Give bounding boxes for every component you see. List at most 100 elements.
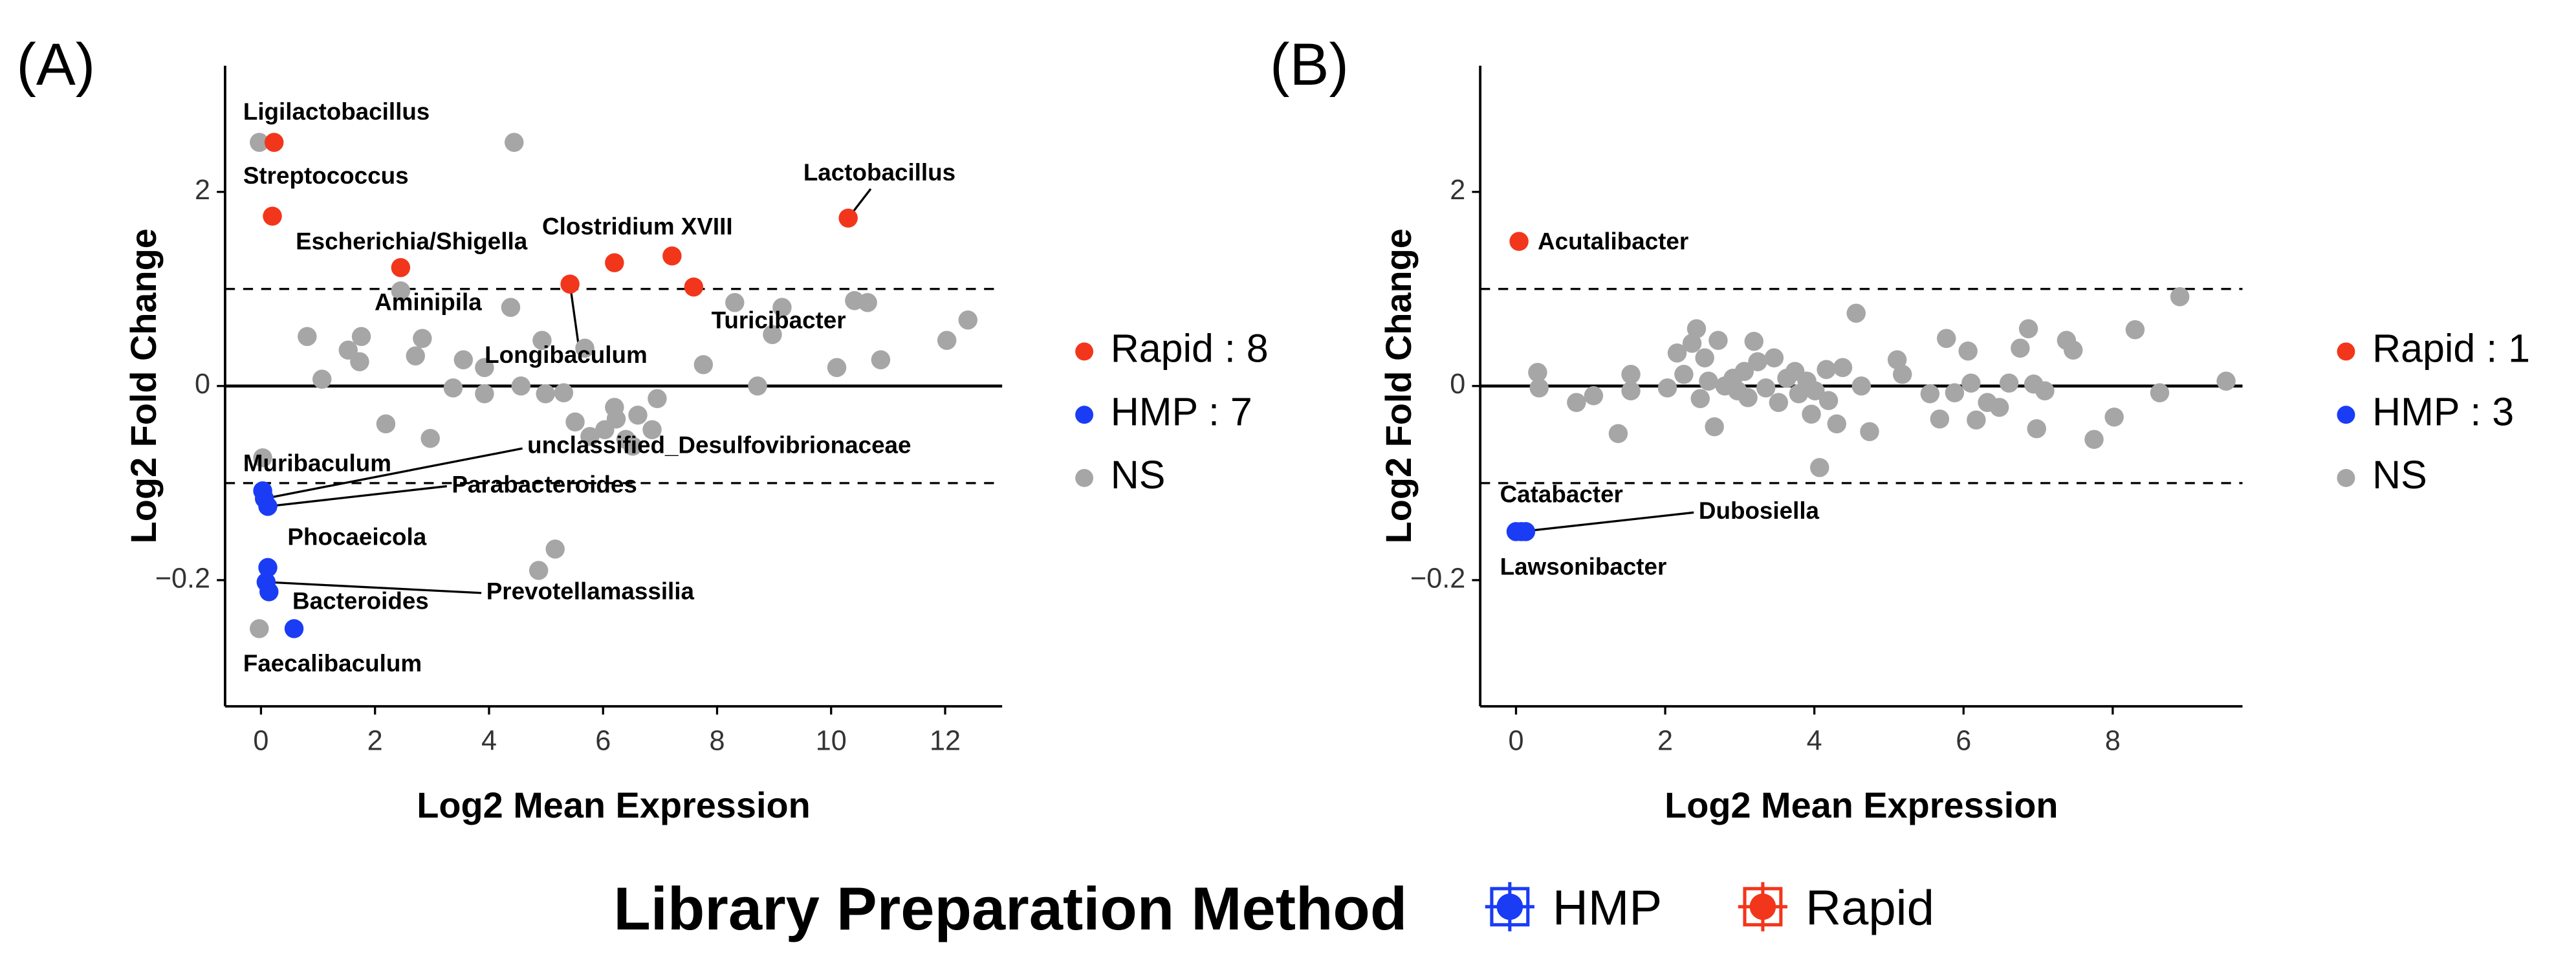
data-point — [475, 358, 494, 377]
leader-line — [267, 485, 447, 508]
legend-key-dot — [1496, 893, 1523, 920]
x-tick-label: 2 — [1657, 725, 1673, 756]
data-point — [628, 406, 648, 425]
data-point — [1674, 365, 1694, 384]
data-point — [420, 429, 440, 448]
bottom-legend: Library Preparation Method HMP Rapid — [613, 875, 1934, 942]
data-point — [259, 582, 279, 602]
data-point — [258, 558, 278, 578]
data-point — [338, 340, 358, 360]
legend-marker — [1075, 406, 1094, 424]
x-tick-label: 0 — [1508, 725, 1523, 756]
data-point — [1756, 378, 1776, 398]
data-point — [1695, 348, 1714, 367]
panel-label: (B) — [1270, 32, 1349, 98]
data-point — [1967, 410, 1986, 430]
data-point — [2018, 319, 2038, 338]
y-tick-label: 0 — [1450, 369, 1465, 400]
data-point — [1887, 350, 1907, 369]
data-point — [284, 619, 304, 638]
x-tick-label: 6 — [1956, 725, 1971, 756]
point-label: Clostridium XVIII — [542, 213, 733, 240]
data-point — [1810, 458, 1829, 477]
data-point — [693, 355, 714, 375]
data-point — [1621, 365, 1641, 384]
point-label: Lawsonibacter — [1500, 553, 1667, 580]
data-point — [1989, 398, 2009, 417]
data-point — [1748, 352, 1767, 371]
leader-line — [569, 283, 580, 343]
data-point — [1860, 422, 1879, 442]
data-point — [1999, 373, 2019, 393]
panel: (B) 2 0 −0.2 0 2 4 6 8 Log2 Mean Expression Log2 F… — [1270, 32, 2530, 825]
data-point — [1846, 303, 1866, 323]
data-point — [1833, 358, 1853, 377]
data-point — [958, 310, 977, 330]
data-point — [453, 350, 474, 369]
data-point — [511, 376, 531, 396]
x-tick-label: 2 — [367, 725, 383, 756]
data-point — [1686, 319, 1707, 338]
data-point — [2216, 371, 2236, 391]
data-point — [684, 277, 704, 297]
data-point — [1937, 329, 1956, 348]
data-point — [2150, 383, 2170, 403]
data-point — [1738, 388, 1758, 407]
legend-marker — [2337, 342, 2355, 361]
leader-line — [264, 447, 523, 500]
data-point — [580, 427, 600, 446]
data-point — [263, 206, 282, 226]
data-point — [2027, 419, 2046, 439]
data-point — [391, 257, 411, 277]
data-point — [827, 358, 847, 377]
data-point — [250, 133, 269, 152]
x-tick-label: 4 — [481, 725, 497, 756]
data-point — [1958, 342, 1978, 361]
data-point — [838, 208, 858, 228]
y-axis-title: Log2 Fold Change — [123, 228, 164, 543]
data-point — [1818, 391, 1839, 411]
data-point — [264, 133, 284, 152]
data-point — [1851, 376, 1872, 396]
data-point — [2035, 381, 2055, 401]
data-point — [1528, 363, 1547, 382]
y-axis-title: Log2 Fold Change — [1378, 228, 1419, 543]
y-tick-label: 0 — [195, 369, 210, 400]
leader-line — [1521, 511, 1694, 533]
legend-label: Rapid : 1 — [2372, 327, 2530, 371]
point-label: Turicibacter — [712, 307, 846, 333]
data-point — [501, 298, 521, 317]
point-label: Acutalibacter — [1538, 228, 1688, 255]
data-point — [1705, 417, 1724, 437]
data-point — [250, 619, 269, 638]
x-tick-label: 6 — [595, 725, 611, 756]
y-tick-label: 2 — [1450, 175, 1465, 206]
data-point — [606, 409, 626, 429]
data-point — [871, 350, 891, 369]
data-point — [1657, 378, 1677, 398]
data-point — [1817, 360, 1836, 379]
point-label: unclassified_Desulfovibrionaceae — [527, 431, 911, 458]
data-point — [1945, 383, 1965, 403]
point-label: Faecalibaculum — [243, 650, 422, 677]
data-point — [2104, 407, 2124, 427]
x-tick-label: 12 — [930, 725, 961, 756]
point-label: Ligilactobacillus — [243, 98, 430, 125]
data-point — [350, 352, 369, 371]
point-label: Dubosiella — [1699, 497, 1820, 524]
panel: (A) 2 0 −0.2 0 2 4 6 8 10 12 Log2 Mean Expression Lo… — [16, 32, 1268, 825]
data-point — [1802, 404, 1821, 424]
point-label: Aminipila — [375, 289, 482, 316]
data-point — [858, 292, 877, 312]
data-point — [1708, 331, 1728, 350]
legend-label: HMP : 7 — [1111, 389, 1252, 433]
data-point — [475, 384, 494, 404]
x-tick-label: 8 — [2105, 725, 2121, 756]
data-point — [1529, 378, 1549, 398]
data-point — [772, 298, 792, 317]
data-point — [1567, 393, 1586, 413]
legend-label: NS — [2372, 453, 2427, 497]
point-label: Parabacteroides — [452, 471, 637, 497]
data-point — [1769, 393, 1789, 413]
